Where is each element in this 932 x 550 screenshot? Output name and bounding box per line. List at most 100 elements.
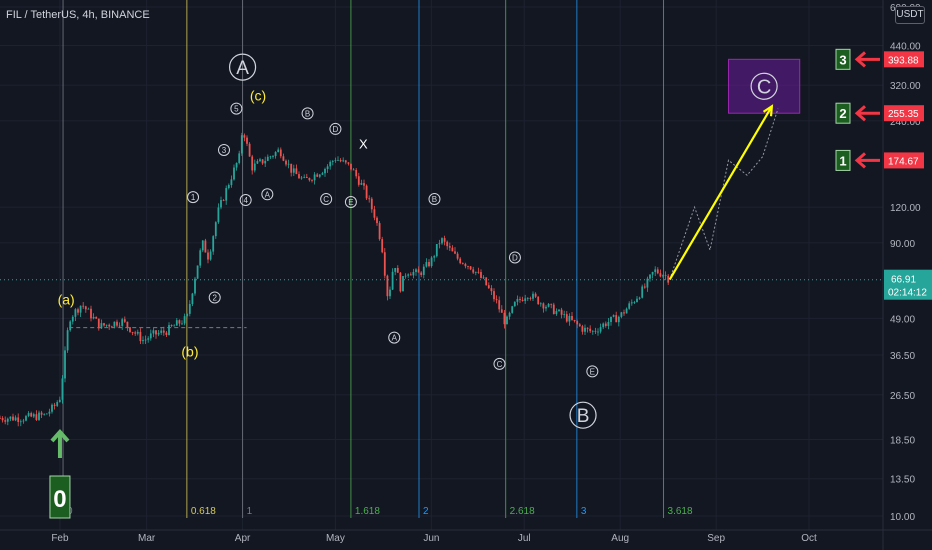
candle-body [438,243,441,245]
candle-body [95,317,98,319]
candle-body [84,306,87,310]
wave-label-small: 1 [191,193,196,202]
candle-body [186,313,189,317]
candle-body [487,285,490,289]
candle-body [350,163,352,170]
candle-body [511,306,514,313]
candle-body [451,247,454,252]
candle-body [4,420,7,422]
candle-body [625,308,628,314]
candle-body [264,160,267,164]
candle-body [165,332,168,335]
candle-body [0,417,1,419]
candle-body [617,316,620,323]
candle-body [170,325,173,327]
candle-body [513,301,516,307]
candle-body [292,168,295,173]
target-price-value: 255.35 [888,109,919,120]
candle-body [643,286,646,288]
wave-label-paren: (a) [58,292,75,308]
candle-body [157,332,160,335]
candle-body [586,327,589,329]
candle-body [147,338,150,340]
candle-body [6,418,9,422]
wave-small-circle [388,331,401,344]
candle-body [19,421,22,423]
candle-body [110,326,113,328]
currency-unit-button[interactable]: USDT [895,6,925,24]
wave-label-big: B [577,406,590,427]
candle-body [58,399,61,403]
candle-body [357,176,360,185]
candle-body [77,309,79,313]
symbol-title[interactable]: FIL / TetherUS, 4h, BINANCE [6,9,150,21]
candle-body [277,149,280,153]
wave-label-big: A [236,58,249,79]
target-arrow-head [854,105,866,122]
candle-body [490,288,493,292]
y-tick-label: 320.00 [890,81,921,92]
candle-body [326,166,329,169]
candle-body [313,174,316,181]
candle-body [282,156,285,161]
candle-body [9,416,12,419]
candle-body [623,312,625,314]
candle-body [656,269,659,274]
candle-body [659,273,662,277]
candle-body [300,177,303,179]
candle-body [355,169,358,177]
x-tick-label: Apr [235,533,251,544]
candle-body [74,309,77,317]
candle-body [266,156,269,161]
wave-label-small: 3 [222,146,227,155]
candle-body [628,303,631,309]
candle-body [602,323,605,328]
candle-body [667,275,670,283]
wave-small-circle [261,188,274,201]
candle-body [456,253,459,259]
target-price-value: 393.88 [888,55,919,66]
candle-body [38,412,40,420]
wave-small-circle [586,365,599,378]
candle-body [386,275,389,297]
fib-time-label: 3.618 [668,506,693,517]
wave-c-label: C [757,76,771,98]
candle-body [396,267,399,273]
candle-body [324,168,326,174]
candle-body [604,323,607,326]
candle-body [194,278,196,294]
x-tick-label: May [326,533,345,544]
wave-label-paren: (b) [181,344,198,360]
zero-marker-box [49,475,71,519]
candle-body [25,416,27,421]
candle-body [334,160,337,162]
wave-label-small: D [512,253,518,262]
target-price-value: 174.67 [888,156,919,167]
candle-body [100,323,103,329]
candle-body [524,298,527,301]
candle-body [578,324,581,327]
candle-body [97,318,100,329]
wave-small-circle [493,357,506,370]
candle-body [545,306,547,309]
candle-body [526,297,529,299]
candle-body [316,174,319,177]
target-number-box [835,48,851,70]
candle-body [123,319,126,322]
candle-body [240,135,243,154]
candle-body [121,319,124,326]
candle-body [641,286,644,298]
candle-body [378,223,381,240]
candle-body [425,262,428,267]
candle-body [298,174,300,179]
candle-body [391,271,394,290]
candle-body [144,339,147,341]
candle-body [485,277,488,286]
candle-body [103,323,105,326]
candle-body [303,176,306,178]
candle-body [14,417,17,421]
candle-body [142,340,144,342]
wave-c-circle [750,72,778,100]
